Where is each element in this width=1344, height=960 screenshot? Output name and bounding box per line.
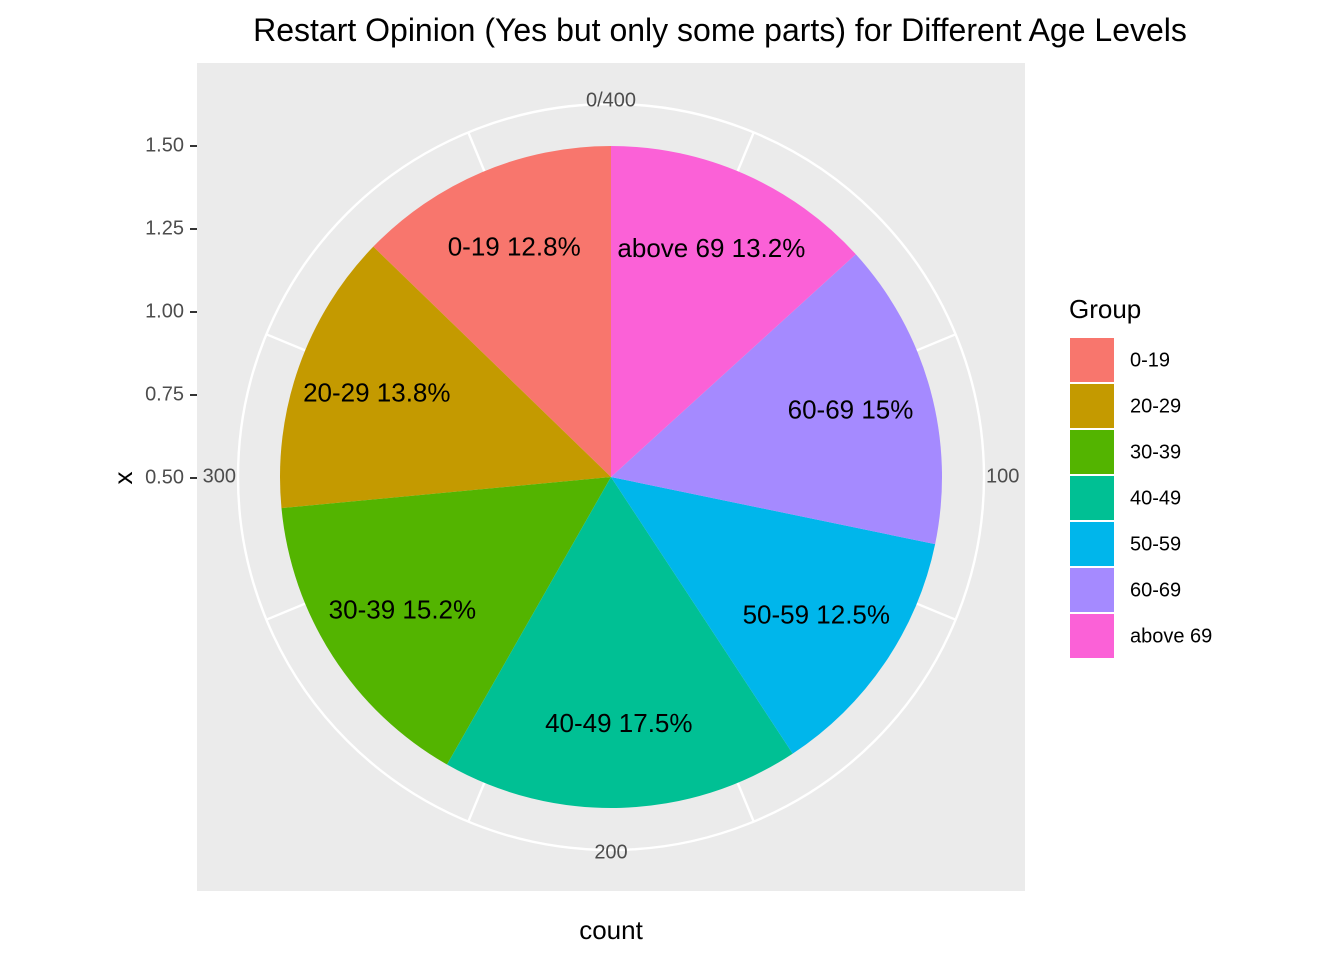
pie-slices: [280, 146, 942, 809]
pie-slice: [373, 146, 611, 477]
legend-title: Group: [1069, 294, 1141, 324]
theta-tick-label: 200: [594, 841, 627, 863]
legend-label: 30-39: [1130, 441, 1181, 463]
legend-key: [1070, 568, 1114, 612]
theta-tick-label: 300: [203, 465, 236, 487]
slice-labels: 0-19 12.8% 20-29 13.8% 30-39 15.2% 40-49 17…: [303, 231, 913, 738]
legend-key: [1070, 522, 1114, 566]
pie-slice: [281, 477, 611, 765]
legend-key: [1070, 384, 1114, 428]
pie-slice: [611, 146, 856, 477]
pie-slice: [611, 254, 942, 545]
grid-ring: [236, 102, 986, 852]
legend-label: above 69: [1130, 625, 1212, 647]
theta-tick-label: 100: [986, 465, 1019, 487]
legend-label: 40-49: [1130, 487, 1181, 509]
pie-slice: [280, 246, 611, 509]
y-axis-title: x: [108, 472, 138, 485]
slice-label: 30-39 15.2%: [329, 595, 476, 625]
pie-slice: [447, 477, 793, 809]
legend-key: [1070, 338, 1114, 382]
legend-label: 0-19: [1130, 349, 1170, 371]
legend: Group 0-19 20-29 30-39 40-49 50-59 60-69 above…: [1069, 294, 1212, 658]
legend-label: 60-69: [1130, 579, 1181, 601]
slice-label: 20-29 13.8%: [303, 378, 450, 408]
theta-tick-label: 0/400: [586, 89, 636, 111]
legend-key: [1070, 476, 1114, 520]
pie-slice: [611, 477, 936, 754]
legend-label: 50-59: [1130, 533, 1181, 555]
y-axis: 0.50 0.75 1.00 1.25 1.50: [145, 134, 197, 488]
legend-key: [1070, 430, 1114, 474]
slice-label: 40-49 17.5%: [545, 708, 692, 738]
legend-key: [1070, 614, 1114, 658]
slice-label: 60-69 15%: [788, 394, 914, 424]
slice-label: 0-19 12.8%: [448, 231, 581, 261]
y-tick-label: 0.75: [145, 383, 184, 405]
legend-label: 20-29: [1130, 395, 1181, 417]
slice-label: 50-59 12.5%: [743, 599, 890, 629]
theta-axis-labels: 0/400 100 200 300: [203, 89, 1020, 863]
y-tick-label: 1.50: [145, 134, 184, 156]
y-tick-label: 0.50: [145, 466, 184, 488]
y-tick-label: 1.00: [145, 300, 184, 322]
slice-label: above 69 13.2%: [617, 233, 805, 263]
chart-title: Restart Opinion (Yes but only some parts…: [253, 12, 1187, 48]
y-tick-label: 1.25: [145, 217, 184, 239]
x-axis-title: count: [579, 915, 643, 945]
